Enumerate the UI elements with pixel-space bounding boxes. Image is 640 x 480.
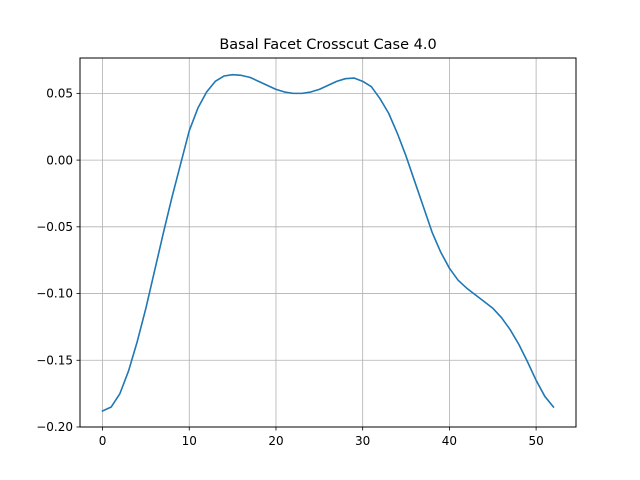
- y-tick-label: 0.00: [46, 153, 73, 167]
- y-tick-label: −0.15: [36, 353, 73, 367]
- x-tick-label: 10: [182, 434, 197, 448]
- ticks: 0 10 20 30 40 50 −0.20 −0.15 −0.10 −0.05 0.00 0.05: [36, 87, 544, 448]
- y-tick-label: 0.05: [46, 87, 73, 101]
- y-tick-label: −0.10: [36, 287, 73, 301]
- series-layer: [101, 73, 555, 413]
- x-tick-label: 30: [355, 434, 370, 448]
- x-tick-label: 50: [528, 434, 543, 448]
- y-tick-label: −0.20: [36, 420, 73, 434]
- x-tick-label: 20: [268, 434, 283, 448]
- series-line: [101, 73, 555, 413]
- x-tick-label: 40: [442, 434, 457, 448]
- chart-title: Basal Facet Crosscut Case 4.0: [219, 37, 436, 53]
- axes-frame: [79, 57, 577, 428]
- y-tick-label: −0.05: [36, 220, 73, 234]
- x-tick-label: 0: [99, 434, 107, 448]
